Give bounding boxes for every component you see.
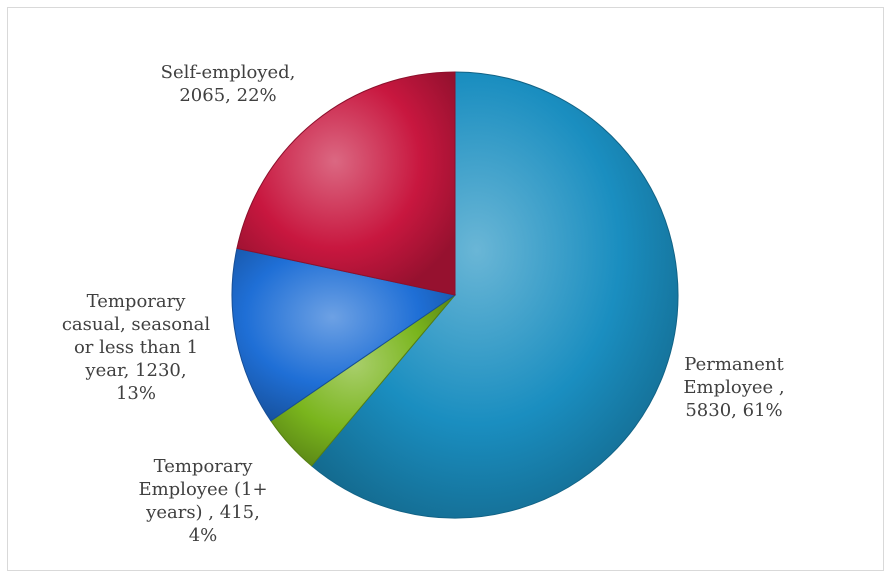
pie-labels: Permanent Employee , 5830, 61%Temporary Emp… [62,62,785,546]
slice-label-line: 4% [189,525,218,546]
slice-label-line: 13% [116,383,156,404]
slice-label-line: or less than 1 [74,337,198,358]
slice-label-line: Employee (1+ [138,479,267,500]
slice-label-4: Self-employed, 2065, 22% [161,62,296,106]
slice-label-2: Temporary Employee (1+ years) , 415, 4% [138,456,267,546]
slice-label-line: casual, seasonal [62,314,211,335]
slice-label-line: years) , 415, [145,502,260,523]
pie-slice-1 [310,71,679,519]
slice-label-line: Temporary [87,291,187,312]
slice-label-line: Permanent [684,354,784,375]
slice-label-1: Permanent Employee , 5830, 61% [683,354,784,421]
slice-label-line: Self-employed, [161,62,296,83]
slice-label-line: 2065, 22% [179,85,276,106]
slice-label-line: Employee , [683,377,784,398]
slice-label-line: year, 1230, [84,360,186,381]
pie-slice-3 [231,247,457,422]
slice-label-line: Temporary [154,456,254,477]
pie-slice-4 [236,71,456,296]
pie-slices [231,71,679,519]
slice-label-line: 5830, 61% [685,400,782,421]
